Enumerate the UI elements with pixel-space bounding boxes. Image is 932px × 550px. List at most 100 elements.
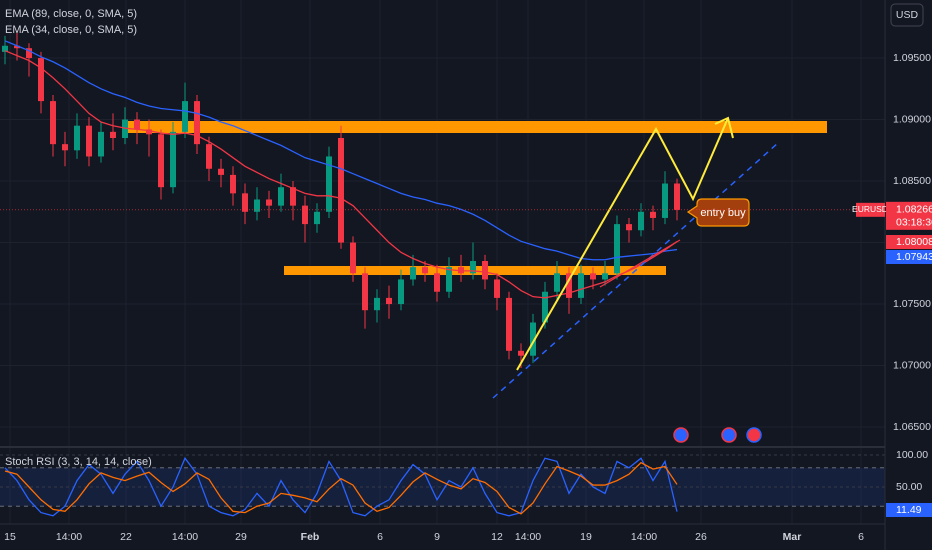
countdown-text: 03:18:36 [896, 217, 932, 229]
candle-body [206, 144, 212, 169]
annotation-text: entry buy [700, 207, 746, 219]
candle-body [470, 260, 476, 274]
stoch-line [4, 456, 678, 517]
x-tick-label: 19 [580, 531, 592, 543]
ema-tag-text: 1.08008 [896, 236, 932, 248]
candle-body [494, 279, 500, 298]
y-tick-label: 1.09500 [893, 52, 931, 64]
x-tick-label: 26 [695, 531, 707, 543]
candle-body [158, 134, 164, 188]
candle-body [242, 193, 248, 212]
x-tick-label: 6 [858, 531, 864, 543]
x-tick-label: 14:00 [515, 531, 541, 543]
candle-body [410, 267, 416, 280]
legend-ema89[interactable]: EMA (89, close, 0, SMA, 5) [5, 8, 137, 20]
candle-body [518, 350, 524, 356]
candle-body [134, 119, 140, 130]
event-icon[interactable] [721, 427, 737, 443]
candle-body [554, 273, 560, 292]
candle-body [626, 224, 632, 231]
stoch-tag-text: 11.49 [896, 504, 922, 516]
symbol-tag [856, 202, 885, 217]
candle-body [422, 267, 428, 274]
candle-body [110, 131, 116, 139]
candle-body [146, 129, 152, 135]
x-tick-label: 22 [120, 531, 132, 543]
stoch-line [4, 461, 678, 515]
x-tick-label: 15 [4, 531, 16, 543]
candle-body [662, 183, 668, 218]
candle-body [266, 199, 272, 206]
candle-body [674, 183, 680, 210]
stoch-band [0, 467, 885, 507]
ema-tag-text: 1.07943 [896, 251, 932, 263]
event-icon[interactable] [746, 427, 762, 443]
grid [0, 0, 885, 524]
ema-tag [886, 250, 932, 264]
x-tick-label: Feb [301, 531, 320, 543]
candle-body [590, 273, 596, 280]
y-tick-label: 1.09000 [893, 113, 931, 125]
candle-body [290, 187, 296, 206]
candle-body [506, 297, 512, 351]
currency-button[interactable] [890, 3, 924, 27]
candle-body [62, 144, 68, 151]
candle-body [170, 131, 176, 188]
candle-body [566, 273, 572, 298]
candle-body [446, 267, 452, 292]
candle-body [50, 101, 56, 145]
x-tick-label: 29 [235, 531, 247, 543]
candle-body [194, 101, 200, 145]
candle-body [26, 48, 32, 59]
price-tag-text: 1.08266 [896, 204, 932, 216]
candle-body [530, 322, 536, 356]
candle-body [650, 211, 656, 218]
candle-body [578, 273, 584, 298]
resistance-zone[interactable] [127, 121, 827, 133]
candle-body [326, 156, 332, 212]
candle-body [338, 138, 344, 243]
candle-body [278, 187, 284, 206]
x-tick-label: 14:00 [56, 531, 82, 543]
trend-line-red[interactable] [599, 239, 681, 288]
candle-body [2, 45, 8, 52]
candle-body [362, 273, 368, 311]
y-tick-label: 100.00 [896, 449, 928, 461]
candle-body [386, 297, 392, 305]
y-tick-label: 1.08500 [893, 175, 931, 187]
candle-body [302, 205, 308, 225]
candle-body [374, 297, 380, 311]
legend-ema34[interactable]: EMA (34, close, 0, SMA, 5) [5, 24, 137, 36]
trend-line-dashed[interactable] [492, 142, 779, 399]
y-tick-label: 50.00 [896, 481, 922, 493]
projection-path[interactable] [516, 117, 729, 371]
candle-body [314, 211, 320, 225]
arrow-head [714, 116, 734, 139]
candle-body [434, 273, 440, 292]
candle-body [254, 199, 260, 212]
candle-body [74, 125, 80, 151]
ema-tag [886, 235, 932, 249]
y-tick-label: 1.07000 [893, 359, 931, 371]
overlay: 15 14:00 22 14:00 29 Feb 6 9 12 14:00 19 14:00 26 Mar… [0, 52, 932, 543]
y-tick-label: 1.06500 [893, 421, 931, 433]
currency-label: USD [896, 9, 919, 21]
price-tag [886, 201, 932, 230]
x-tick-label: 6 [377, 531, 383, 543]
candle-body [542, 291, 548, 323]
annotation-callout[interactable] [686, 198, 750, 227]
candle-body [602, 273, 608, 280]
candle-body [86, 125, 92, 157]
x-tick-label: Mar [783, 531, 802, 543]
x-tick-label: 12 [491, 531, 503, 543]
candle-body [98, 131, 104, 157]
stoch-title[interactable]: Stoch RSI (3, 3, 14, 14, close) [5, 456, 152, 468]
event-icon[interactable] [673, 427, 689, 443]
candle-body [482, 260, 488, 280]
candle-body [14, 45, 20, 49]
candle-body [398, 279, 404, 305]
candle-body [182, 101, 188, 132]
x-tick-label: 9 [434, 531, 440, 543]
stoch-tag [886, 503, 932, 517]
ema-line [4, 50, 678, 299]
